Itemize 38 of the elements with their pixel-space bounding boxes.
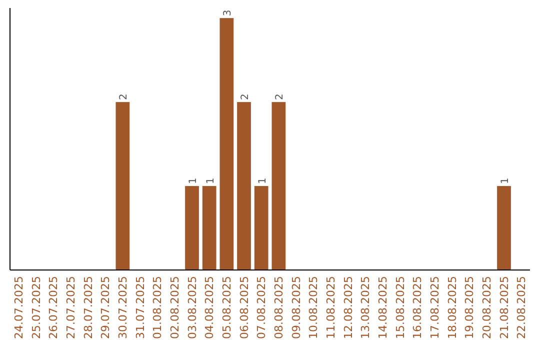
x-tick-label: 06.08.2025 [238,276,251,339]
x-tick-label: 16.08.2025 [411,276,424,339]
data-label: 2 [118,94,130,100]
x-tick-label: 27.07.2025 [64,276,78,339]
x-tick-label: 12.08.2025 [342,276,355,339]
x-tick-label: 29.07.2025 [99,276,112,339]
data-label: 1 [257,178,268,184]
data-label: 3 [222,10,234,16]
x-tick-label: 22.08.2025 [515,276,528,339]
x-tick-label: 17.08.2025 [428,276,442,339]
x-tick-label: 01.08.2025 [151,276,164,339]
x-tick-label: 14.08.2025 [376,276,390,339]
x-tick-label: 09.08.2025 [290,276,303,339]
x-tick-label: 18.08.2025 [446,276,459,339]
x-tick-label: 30.07.2025 [116,276,130,339]
x-tick-label: 13.08.2025 [359,276,372,339]
x-tick-label: 08.08.2025 [272,276,286,339]
x-tick-label: 19.08.2025 [463,276,476,339]
x-tick-label: 26.07.2025 [47,276,60,339]
x-tick-label: 24.07.2025 [12,276,26,339]
data-label: 1 [500,178,511,184]
data-label: 2 [240,94,251,100]
x-tick-label: 07.08.2025 [255,276,268,339]
x-tick-label: 28.07.2025 [82,276,95,339]
x-tick-label: 11.08.2025 [324,276,338,339]
x-tick-label: 02.08.2025 [168,276,182,339]
x-tick-label: 05.08.2025 [220,276,234,339]
data-label: 1 [188,178,199,184]
x-tick-label: 20.08.2025 [480,276,494,339]
x-tick-label: 31.07.2025 [134,276,147,339]
x-tick-label: 21.08.2025 [498,276,511,339]
x-tick-label: 25.07.2025 [30,276,43,339]
data-label: 2 [274,94,286,100]
x-tick-label: 04.08.2025 [203,276,216,339]
x-tick-label: 10.08.2025 [307,276,320,339]
data-label: 1 [205,178,216,184]
x-tick-label: 03.08.2025 [186,276,199,339]
x-tick-label: 15.08.2025 [394,276,407,339]
